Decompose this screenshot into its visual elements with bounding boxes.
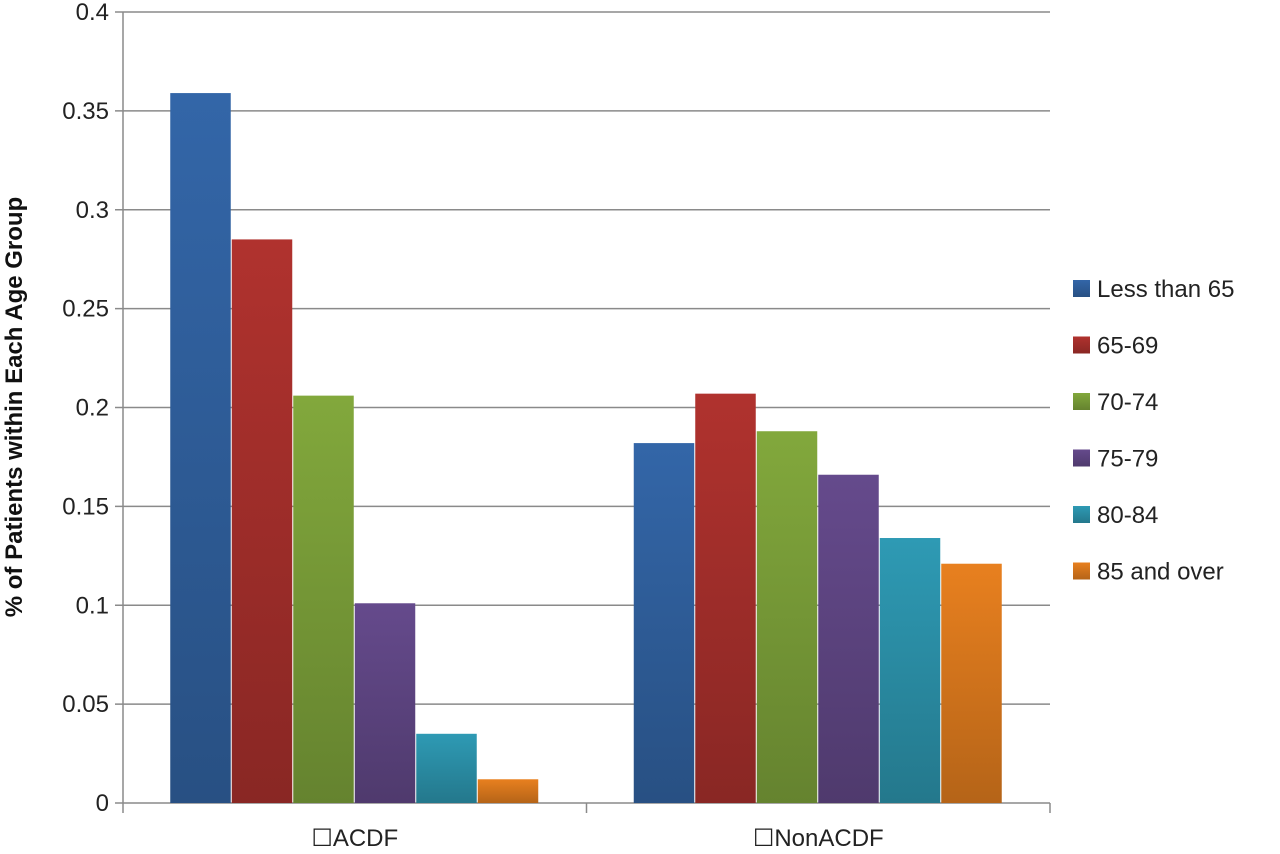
legend-label: 75-79 (1097, 446, 1158, 473)
bar-70-74-nonacdf (756, 431, 818, 803)
bar-80-84-nonacdf (879, 538, 941, 803)
bars (170, 93, 1002, 804)
y-tick-label: 0.1 (76, 592, 109, 619)
legend: Less than 65 65-69 70-74 75-79 80-84 85 and o… (1073, 276, 1234, 586)
legend-label: 65-69 (1097, 333, 1158, 360)
y-tick-label: 0.2 (76, 395, 109, 422)
bar-80-84-acdf (416, 733, 477, 803)
bar-65-69-nonacdf (695, 393, 756, 803)
legend-label: 80-84 (1097, 502, 1158, 529)
bar-less-than-65-nonacdf (633, 443, 695, 803)
y-tick-label: 0.15 (62, 493, 109, 520)
y-tick-label: 0.3 (76, 197, 109, 224)
legend-swatch (1073, 280, 1090, 297)
y-tick-label: 0.25 (62, 296, 109, 323)
x-category-label: ☐ACDF (311, 825, 398, 852)
bar-75-79-acdf (354, 603, 416, 803)
y-axis-title: % of Patients within Each Age Group (1, 197, 28, 617)
x-category-label: ☐NonACDF (753, 825, 884, 852)
y-tick-label: 0.35 (62, 98, 109, 125)
y-tick-label: 0.4 (76, 0, 109, 26)
bar-less-than-65-acdf (170, 93, 231, 803)
legend-swatch (1073, 506, 1090, 523)
legend-label: 70-74 (1097, 389, 1158, 416)
y-tick-label: 0 (96, 790, 109, 817)
legend-swatch (1073, 449, 1090, 467)
tick-labels: 0 0.05 0.1 0.15 0.2 0.25 0.3 0.35 0.4 ☐ACDF ☐NonAC… (62, 0, 883, 852)
legend-swatch (1073, 393, 1090, 410)
bar-85-and-over-nonacdf (941, 563, 1002, 803)
bar-65-69-acdf (231, 239, 293, 804)
bar-85-and-over-acdf (477, 779, 539, 803)
legend-label: Less than 65 (1097, 276, 1234, 303)
legend-swatch (1073, 336, 1090, 354)
bar-75-79-nonacdf (818, 474, 879, 803)
legend-label: 85 and over (1097, 559, 1224, 586)
legend-swatch (1073, 562, 1090, 580)
y-tick-label: 0.05 (62, 691, 109, 718)
bar-70-74-acdf (293, 395, 354, 803)
